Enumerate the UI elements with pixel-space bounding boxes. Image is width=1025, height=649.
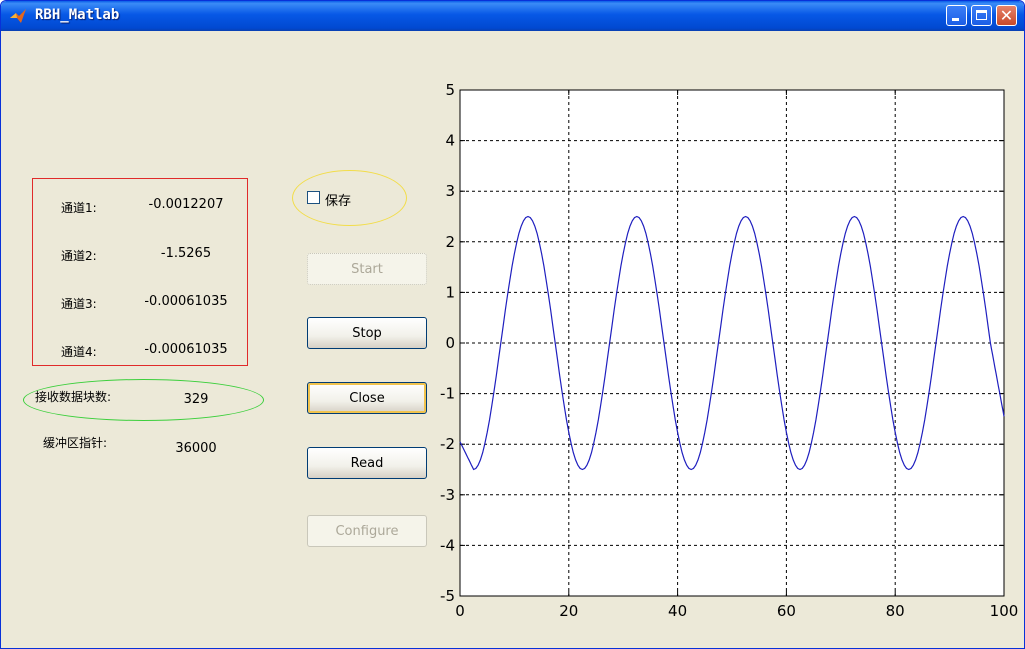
y-tick-label: 2 <box>445 233 455 251</box>
y-tick-label: 1 <box>445 283 455 301</box>
y-tick-label: 3 <box>445 182 455 200</box>
buffer-label: 缓冲区指针: <box>43 436 108 450</box>
save-label[interactable]: 保存 <box>325 194 352 209</box>
y-tick-label: 5 <box>445 81 455 99</box>
channel2-value: -1.5265 <box>160 246 212 261</box>
close-icon: ✕ <box>999 6 1014 25</box>
x-tick-label: 80 <box>886 602 905 620</box>
y-tick-label: -3 <box>440 486 455 504</box>
channel4-label: 通道4: <box>61 345 97 359</box>
minimize-icon <box>952 18 959 21</box>
y-tick-label: -2 <box>440 435 455 453</box>
channel3-label: 通道3: <box>61 297 97 311</box>
channel1-label: 通道1: <box>61 201 97 215</box>
save-checkbox[interactable] <box>307 191 320 204</box>
series-line-0 <box>459 215 1005 471</box>
y-tick-label: 4 <box>445 132 455 150</box>
received-highlight-ellipse <box>23 379 264 421</box>
channel-highlight-box <box>32 178 248 366</box>
channel1-value: -0.0012207 <box>148 197 224 212</box>
received-value: 329 <box>183 392 209 407</box>
x-tick-label: 40 <box>668 602 687 620</box>
maximize-icon <box>976 10 987 20</box>
channel2-label: 通道2: <box>61 249 97 263</box>
channel3-value: -0.00061035 <box>144 294 228 309</box>
received-label: 接收数据块数: <box>35 390 112 404</box>
channel4-value: -0.00061035 <box>144 342 228 357</box>
save-highlight-ellipse <box>292 170 407 226</box>
x-tick-label: 60 <box>777 602 796 620</box>
matlab-logo-icon <box>10 9 26 23</box>
buffer-value: 36000 <box>175 441 217 456</box>
y-tick-label: -4 <box>440 536 455 554</box>
read-button[interactable]: Read <box>307 447 427 479</box>
y-tick-label: -5 <box>440 587 455 605</box>
y-tick-label: 0 <box>445 334 455 352</box>
start-button[interactable]: Start <box>307 253 427 285</box>
minimize-button[interactable] <box>946 5 967 26</box>
signal-plot: 0 20 40 60 80 100 -5 -4 -3 -2 -1 0 1 2 3 4 5 <box>440 81 1019 620</box>
y-tick-label: -1 <box>440 385 455 403</box>
close-window-button[interactable]: ✕ <box>996 5 1017 26</box>
figure-area: 通道1: -0.0012207 通道2: -1.5265 通道3: -0.000… <box>1 31 1024 648</box>
maximize-button[interactable] <box>971 5 992 26</box>
stop-button[interactable]: Stop <box>307 317 427 349</box>
close-button[interactable]: Close <box>307 382 427 414</box>
x-tick-label: 0 <box>455 602 465 620</box>
window-title: RBH_Matlab <box>35 7 120 23</box>
configure-button[interactable]: Configure <box>307 515 427 547</box>
plot-frame <box>459 89 1005 597</box>
x-tick-label: 20 <box>559 602 578 620</box>
title-bar[interactable]: RBH_Matlab ✕ <box>1 1 1024 31</box>
x-tick-label: 100 <box>990 602 1019 620</box>
